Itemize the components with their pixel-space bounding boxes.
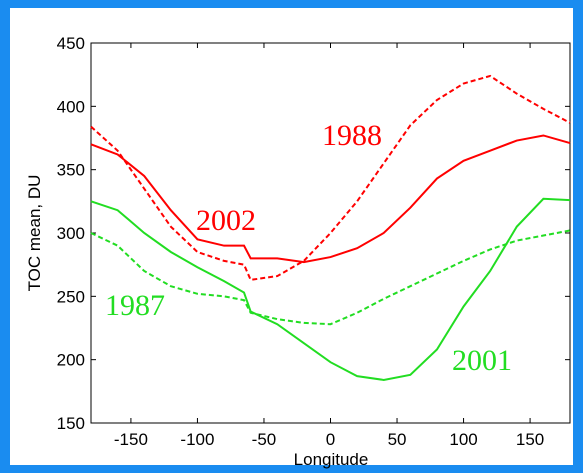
series-label: 2001 (452, 344, 512, 377)
x-tick-label: 100 (449, 430, 477, 449)
y-tick-label: 250 (57, 287, 85, 306)
y-axis-label: TOC mean, DU (25, 175, 44, 292)
x-tick-label: -150 (114, 430, 148, 449)
x-tick-label: 0 (326, 430, 335, 449)
series-label: 1988 (322, 119, 382, 152)
series-line (90, 197, 571, 381)
x-tick-label: 150 (516, 430, 544, 449)
series-line (90, 134, 571, 264)
x-tick-label: 50 (388, 430, 407, 449)
panel (10, 8, 573, 465)
series-line (90, 74, 571, 281)
y-tick-label: 200 (57, 351, 85, 370)
y-tick-label: 300 (57, 224, 85, 243)
y-tick-label: 400 (57, 97, 85, 116)
y-tick-label: 150 (57, 414, 85, 433)
x-tick-label: -100 (180, 430, 214, 449)
x-axis-label: Longitude (294, 450, 369, 469)
y-tick-label: 450 (57, 34, 85, 53)
y-tick-label: 350 (57, 161, 85, 180)
series-label: 1987 (105, 289, 165, 322)
x-tick-label: -50 (252, 430, 277, 449)
series-label: 2002 (196, 204, 256, 237)
